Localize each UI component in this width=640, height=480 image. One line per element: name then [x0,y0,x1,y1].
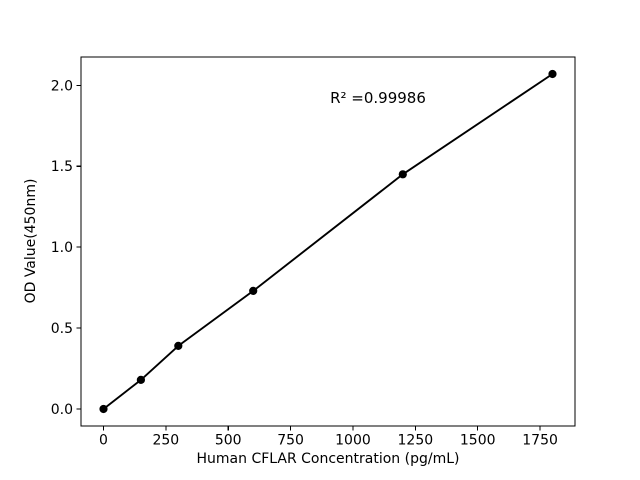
standard-curve-line [102,73,554,410]
y-tick-label: 1.0 [51,240,73,256]
data-point [398,170,407,179]
plot-frame [80,56,576,427]
y-tick-label: 2.0 [51,78,73,94]
x-tick-label: 250 [152,433,179,449]
data-point [174,341,183,350]
data-point [249,286,258,295]
y-axis-label: OD Value(450nm) [23,178,39,304]
x-tick-label: 1000 [335,433,371,449]
x-tick-label: 1250 [398,433,434,449]
y-tick-label: 0.0 [51,402,73,418]
r-squared-annotation: R² =0.99986 [330,89,426,107]
data-point [136,375,145,384]
data-point [548,69,557,79]
y-tick-label: 1.5 [51,159,73,175]
y-tick-label: 0.5 [51,321,73,337]
x-tick-label: 750 [277,433,304,449]
x-tick-label: 0 [99,433,108,449]
x-tick-label: 1500 [460,433,496,449]
data-point [99,404,108,414]
x-tick-label: 500 [215,433,242,449]
x-axis-label: Human CFLAR Concentration (pg/mL) [196,451,460,467]
x-tick-label: 1750 [522,433,558,449]
